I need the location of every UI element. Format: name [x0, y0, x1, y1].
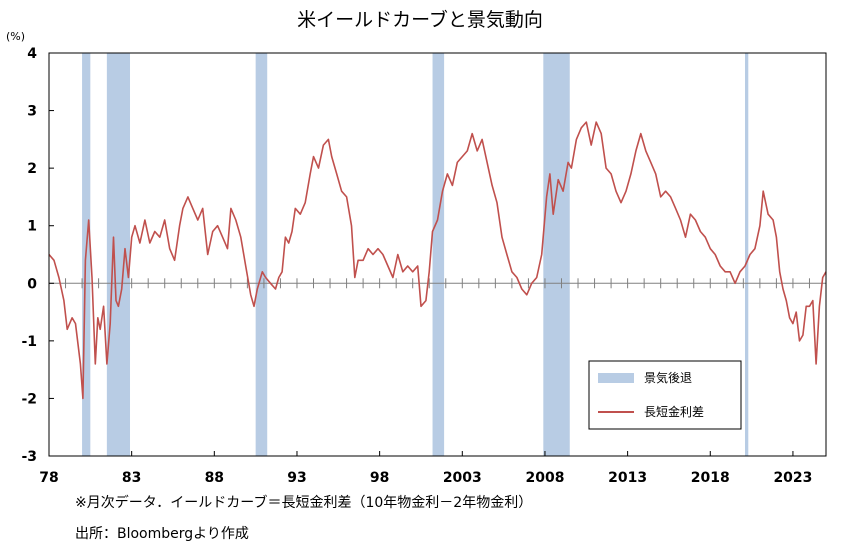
y-tick-label: 2 [27, 161, 37, 177]
legend-label-recession: 景気後退 [644, 370, 692, 385]
plot-area-border [48, 52, 827, 457]
recession-band-4 [432, 53, 445, 456]
recession-band-5 [543, 53, 570, 456]
legend: 景気後退 長短金利差 [588, 360, 742, 430]
footnote-definition: ※月次データ．イールドカーブ＝長短金利差（10年物金利－2年物金利） [75, 495, 533, 511]
y-tick-label: 4 [27, 46, 37, 62]
x-tick-label: 83 [122, 470, 141, 486]
x-tick-label: 2013 [608, 470, 647, 486]
legend-box [588, 360, 742, 430]
footnote-source: 出所：Bloombergより作成 [75, 526, 249, 542]
y-tick-label: -1 [21, 334, 37, 350]
x-tick-label: 78 [39, 470, 58, 486]
y-tick-label: -2 [21, 391, 37, 407]
series-lines [48, 121, 827, 400]
x-tick-label: 88 [205, 470, 224, 486]
y-tick-label: 1 [27, 219, 37, 235]
recession-band-2 [106, 53, 131, 456]
y-tick-label: 3 [27, 104, 37, 120]
x-tick-label: 2003 [443, 470, 482, 486]
x-tick-label: 93 [287, 470, 306, 486]
x-tick-label: 2018 [691, 470, 730, 486]
legend-swatch-recession [598, 373, 634, 383]
chart-title: 米イールドカーブと景気動向 [297, 8, 543, 31]
series-line-1 [48, 121, 827, 400]
x-tick-label: 2008 [525, 470, 564, 486]
y-tick-label: 0 [27, 276, 37, 292]
axes: 4 3 2 1 0 -1 -2 -378 83 88 93 98 2003 2008 2013 2018 202… [21, 46, 827, 486]
y-unit-label: (%) [6, 30, 25, 43]
recession-band-3 [255, 53, 268, 456]
x-tick-label: 2023 [773, 470, 812, 486]
recession-band-6 [744, 53, 749, 456]
legend-label-spread: 長短金利差 [644, 404, 704, 419]
y-tick-label: -3 [21, 449, 37, 465]
x-tick-label: 98 [370, 470, 389, 486]
